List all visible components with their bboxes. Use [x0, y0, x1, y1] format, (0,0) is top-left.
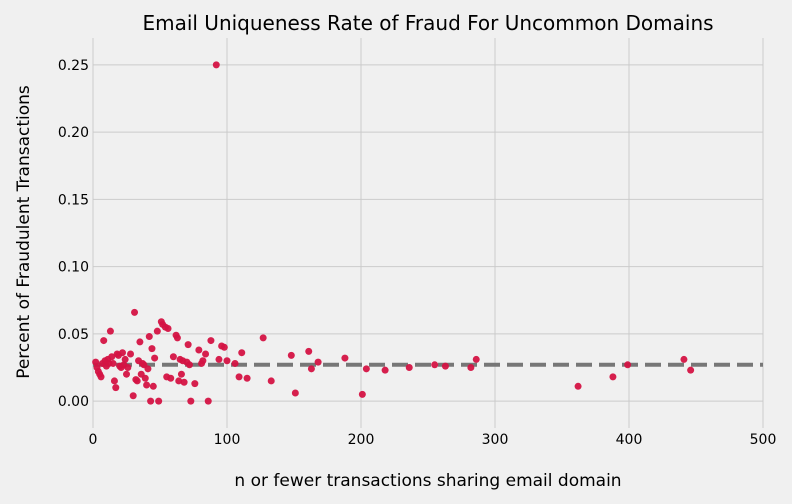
- x-axis-label: n or fewer transactions sharing email do…: [234, 471, 621, 491]
- data-point: [136, 338, 144, 346]
- data-point: [574, 382, 582, 390]
- data-point: [124, 363, 132, 371]
- data-point: [187, 397, 195, 405]
- data-point: [405, 363, 413, 371]
- data-point: [106, 327, 114, 335]
- data-point: [307, 365, 315, 373]
- x-tick-label: 200: [348, 432, 375, 448]
- data-point: [155, 397, 163, 405]
- data-point: [131, 308, 139, 316]
- y-tick-label: 0.10: [58, 260, 89, 276]
- data-point: [223, 357, 231, 365]
- data-point: [314, 358, 322, 366]
- data-point: [231, 359, 239, 367]
- data-point: [220, 343, 228, 351]
- data-point: [143, 381, 151, 389]
- data-point: [235, 373, 243, 381]
- data-point: [177, 370, 185, 378]
- data-point: [305, 347, 313, 355]
- data-point: [609, 373, 617, 381]
- data-point: [624, 361, 632, 369]
- data-point: [195, 346, 203, 354]
- data-point: [180, 378, 188, 386]
- points-layer: [92, 61, 695, 405]
- data-point: [149, 382, 157, 390]
- y-tick-label: 0.05: [58, 327, 89, 343]
- data-point: [185, 361, 193, 369]
- data-point: [92, 358, 100, 366]
- data-point: [100, 337, 108, 345]
- data-point: [199, 357, 207, 365]
- data-point: [381, 366, 389, 374]
- data-point: [109, 359, 117, 367]
- data-point: [173, 334, 181, 342]
- data-point: [108, 353, 116, 361]
- data-point: [243, 374, 251, 382]
- data-point: [441, 362, 449, 370]
- data-point: [184, 341, 192, 349]
- data-point: [127, 350, 135, 358]
- data-point: [97, 373, 105, 381]
- data-point: [207, 337, 215, 345]
- data-point: [291, 389, 299, 397]
- data-point: [167, 374, 175, 382]
- data-point: [123, 370, 130, 378]
- data-point: [110, 377, 118, 385]
- data-point: [215, 355, 223, 363]
- data-point: [341, 354, 349, 362]
- data-point: [144, 365, 152, 373]
- data-point: [129, 392, 137, 400]
- data-point: [175, 377, 183, 385]
- data-point: [687, 366, 695, 374]
- data-point: [147, 397, 155, 405]
- data-point: [151, 354, 159, 362]
- data-point: [141, 374, 149, 382]
- y-axis-label: Percent of Fraudulent Transactions: [14, 85, 34, 379]
- data-point: [472, 355, 480, 363]
- chart-title: Email Uniqueness Rate of Fraud For Uncom…: [142, 11, 713, 35]
- data-point: [259, 334, 267, 342]
- data-point: [204, 397, 212, 405]
- ticks-layer: 0 100 200 300 400 500 0.00 0.05 0.10 0.15 0.20 0.25: [58, 58, 777, 448]
- data-point: [287, 351, 295, 359]
- data-point: [362, 365, 370, 373]
- data-point: [145, 333, 153, 341]
- data-point: [148, 345, 156, 353]
- x-tick-label: 0: [89, 432, 98, 448]
- data-point: [169, 353, 177, 361]
- data-point: [153, 327, 161, 335]
- data-point: [238, 349, 246, 357]
- data-point: [133, 377, 141, 385]
- x-tick-label: 300: [482, 432, 509, 448]
- data-point: [112, 384, 120, 392]
- data-point: [267, 377, 275, 385]
- data-point: [191, 380, 199, 388]
- x-tick-label: 100: [214, 432, 241, 448]
- data-point: [118, 349, 126, 357]
- data-point: [467, 363, 475, 371]
- x-tick-label: 500: [750, 432, 777, 448]
- data-point: [358, 390, 366, 398]
- y-tick-label: 0.25: [58, 58, 89, 74]
- data-point: [431, 361, 439, 369]
- grid-layer: [92, 38, 764, 428]
- x-tick-label: 400: [616, 432, 643, 448]
- data-point: [212, 61, 220, 69]
- data-point: [202, 350, 210, 358]
- y-tick-label: 0.20: [58, 125, 89, 141]
- y-tick-label: 0.15: [58, 192, 89, 208]
- data-point: [164, 324, 172, 332]
- data-point: [121, 355, 129, 363]
- data-point: [680, 355, 688, 363]
- y-tick-label: 0.00: [58, 394, 89, 410]
